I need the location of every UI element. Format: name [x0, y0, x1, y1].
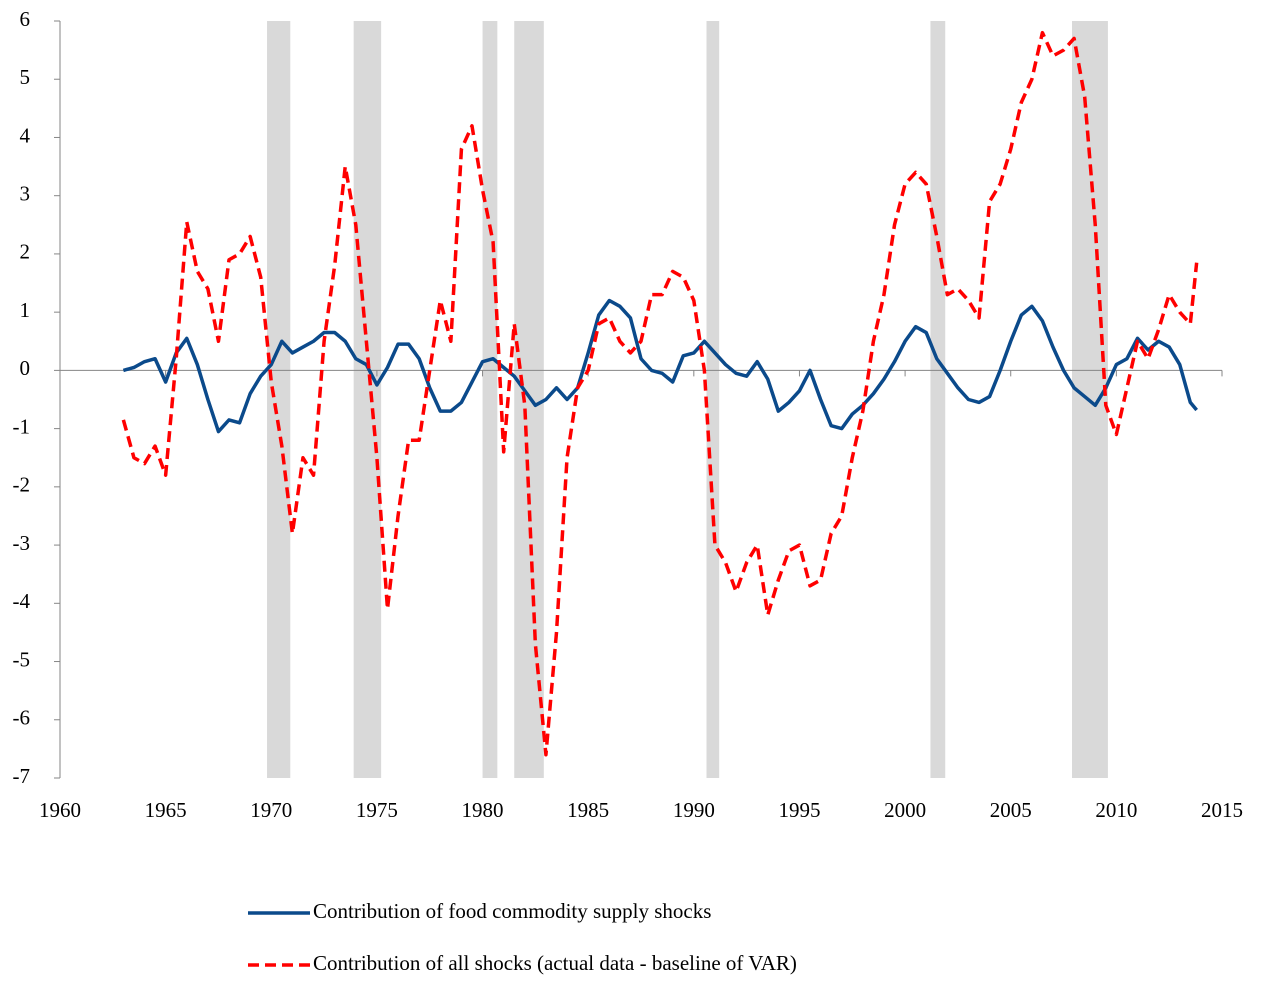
- y-tick-label: -6: [13, 706, 31, 730]
- legend-label: Contribution of food commodity supply sh…: [313, 899, 711, 923]
- legend-label: Contribution of all shocks (actual data …: [313, 951, 797, 975]
- y-tick-label: 2: [20, 240, 31, 264]
- y-tick-label: -7: [13, 764, 31, 788]
- x-tick-label: 2015: [1201, 798, 1243, 822]
- x-tick-label: 1980: [462, 798, 504, 822]
- x-tick-label: 2010: [1095, 798, 1137, 822]
- y-tick-label: 6: [20, 7, 31, 31]
- y-tick-label: -4: [13, 589, 31, 613]
- x-tick-label: 1985: [567, 798, 609, 822]
- y-tick-label: -3: [13, 531, 31, 555]
- x-tick-label: 2005: [990, 798, 1032, 822]
- y-tick-label: 0: [20, 356, 31, 380]
- shaded-period: [353, 21, 382, 778]
- y-tick-label: 1: [20, 298, 31, 322]
- shaded-period: [706, 21, 720, 778]
- data-line: [121, 30, 1199, 757]
- x-tick-label: 1995: [778, 798, 820, 822]
- x-tick-label: 1965: [145, 798, 187, 822]
- y-tick-label: 4: [20, 123, 31, 147]
- shaded-period: [267, 21, 291, 778]
- y-tick-label: -1: [13, 414, 31, 438]
- y-tick-label: 5: [20, 65, 31, 89]
- x-tick-label: 1990: [673, 798, 715, 822]
- x-tick-label: 1970: [250, 798, 292, 822]
- y-tick-label: -5: [13, 647, 31, 671]
- x-tick-label: 2000: [884, 798, 926, 822]
- shaded-period: [482, 21, 498, 778]
- data-line: [122, 298, 1198, 434]
- y-tick-label: -2: [13, 473, 31, 497]
- x-tick-label: 1975: [356, 798, 398, 822]
- x-tick-label: 1960: [39, 798, 81, 822]
- y-tick-label: 3: [20, 182, 31, 206]
- shaded-period: [930, 21, 946, 778]
